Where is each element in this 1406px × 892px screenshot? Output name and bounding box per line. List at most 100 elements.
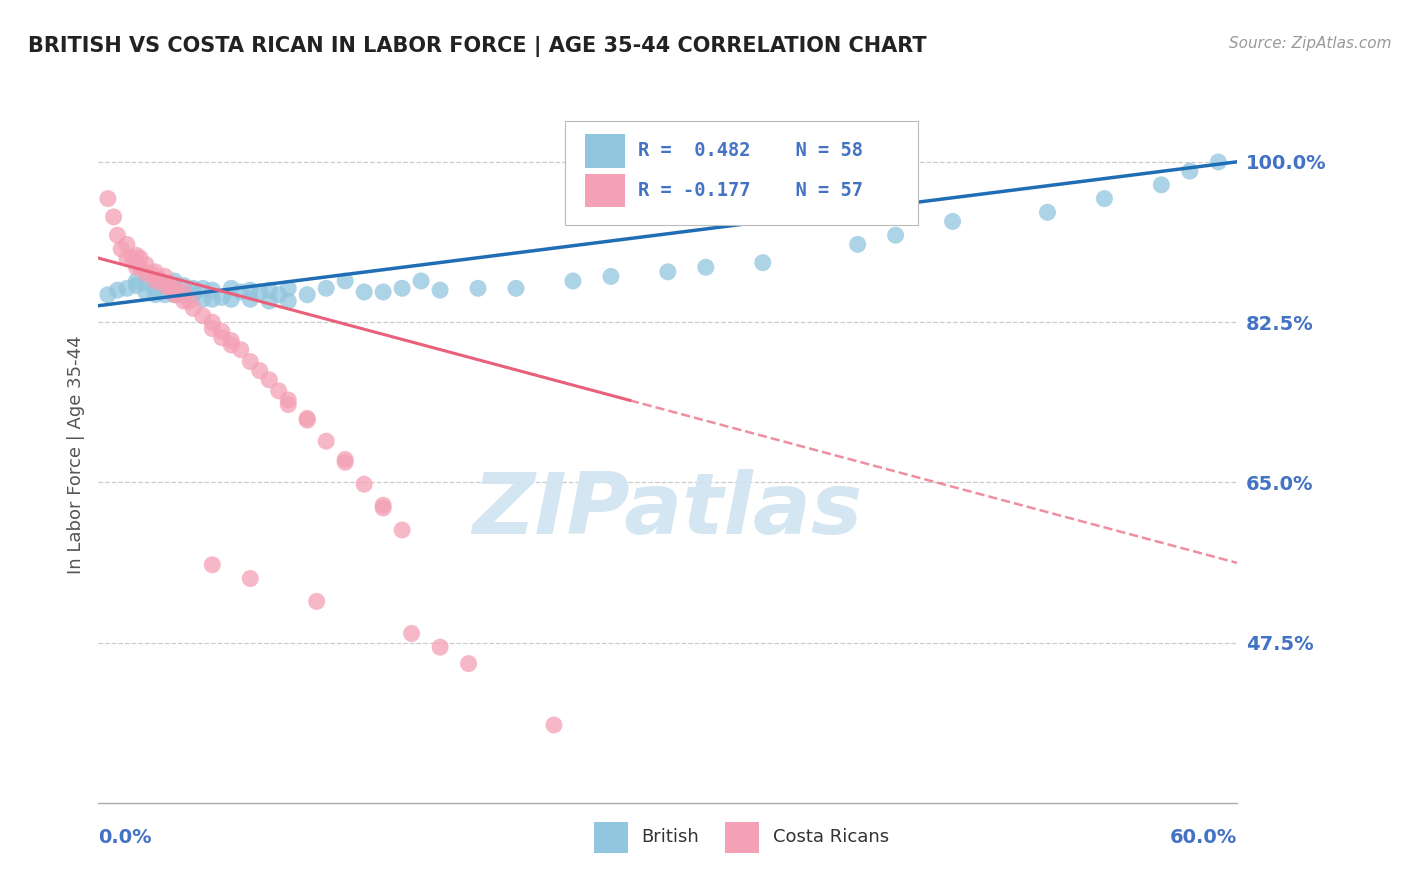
Point [201, 321, 224, 335]
Point [401, 626, 423, 640]
Point [183, 281, 205, 295]
Point [163, 278, 186, 293]
Point [115, 237, 138, 252]
Point [97, 287, 120, 301]
Point [97, 192, 120, 206]
Point [163, 287, 186, 301]
Point [353, 477, 375, 491]
Point [135, 258, 157, 272]
Point [371, 285, 394, 299]
Point [201, 293, 224, 307]
Point [457, 657, 479, 671]
Point [695, 260, 717, 275]
Point [353, 285, 375, 299]
Point [107, 283, 129, 297]
Point [103, 210, 125, 224]
Y-axis label: In Labor Force | Age 35-44: In Labor Force | Age 35-44 [66, 335, 84, 574]
Point [179, 294, 201, 309]
Point [129, 260, 152, 275]
Point [163, 287, 186, 301]
Point [239, 572, 262, 586]
Point [259, 294, 281, 309]
Point [1094, 192, 1116, 206]
Point [297, 413, 319, 427]
Point [277, 294, 299, 309]
Point [543, 718, 565, 732]
Point [297, 287, 319, 301]
Point [145, 276, 167, 290]
Point [135, 285, 157, 299]
Point [1208, 155, 1230, 169]
Point [305, 594, 328, 608]
Point [229, 285, 252, 299]
Point [163, 274, 186, 288]
Point [201, 558, 224, 572]
Point [183, 301, 205, 316]
Point [259, 283, 281, 297]
Point [141, 267, 163, 281]
Point [221, 338, 243, 352]
Point [191, 293, 214, 307]
Point [277, 398, 299, 412]
Point [173, 287, 195, 301]
Point [125, 248, 148, 262]
Point [884, 228, 907, 243]
Point [191, 309, 214, 323]
Point [752, 255, 775, 269]
Point [335, 274, 357, 288]
Point [221, 281, 243, 295]
FancyBboxPatch shape [593, 822, 628, 853]
Point [249, 364, 271, 378]
Point [221, 334, 243, 348]
Point [411, 274, 433, 288]
Point [153, 287, 176, 301]
Point [239, 283, 262, 297]
Point [239, 354, 262, 368]
Point [259, 373, 281, 387]
Point [145, 287, 167, 301]
Point [148, 272, 170, 286]
Text: R = -0.177    N = 57: R = -0.177 N = 57 [638, 181, 863, 200]
Point [201, 315, 224, 329]
Point [267, 287, 290, 301]
FancyBboxPatch shape [725, 822, 759, 853]
Point [145, 281, 167, 295]
Point [297, 411, 319, 425]
Text: Costa Ricans: Costa Ricans [773, 829, 889, 847]
Point [191, 281, 214, 295]
Point [211, 324, 233, 338]
Point [211, 331, 233, 345]
Point [429, 640, 451, 655]
Point [110, 242, 132, 256]
Point [159, 281, 181, 295]
Point [173, 294, 195, 309]
Point [942, 214, 965, 228]
Point [115, 281, 138, 295]
Point [1036, 205, 1059, 219]
Point [125, 278, 148, 293]
Text: R =  0.482    N = 58: R = 0.482 N = 58 [638, 141, 863, 161]
Text: 60.0%: 60.0% [1170, 829, 1237, 847]
Point [107, 228, 129, 243]
Point [335, 455, 357, 469]
Point [125, 260, 148, 275]
Text: BRITISH VS COSTA RICAN IN LABOR FORCE | AGE 35-44 CORRELATION CHART: BRITISH VS COSTA RICAN IN LABOR FORCE | … [28, 36, 927, 57]
Point [335, 452, 357, 467]
Point [145, 265, 167, 279]
Point [249, 285, 271, 299]
Point [211, 290, 233, 304]
Point [267, 384, 290, 398]
Point [315, 434, 337, 449]
Text: Source: ZipAtlas.com: Source: ZipAtlas.com [1229, 36, 1392, 51]
Point [201, 283, 224, 297]
Point [115, 251, 138, 265]
Point [183, 287, 205, 301]
Point [600, 269, 623, 284]
Point [846, 237, 869, 252]
Point [391, 281, 413, 295]
Point [657, 265, 679, 279]
FancyBboxPatch shape [565, 121, 918, 226]
Text: 0.0%: 0.0% [98, 829, 152, 847]
Point [129, 251, 152, 265]
Point [145, 274, 167, 288]
